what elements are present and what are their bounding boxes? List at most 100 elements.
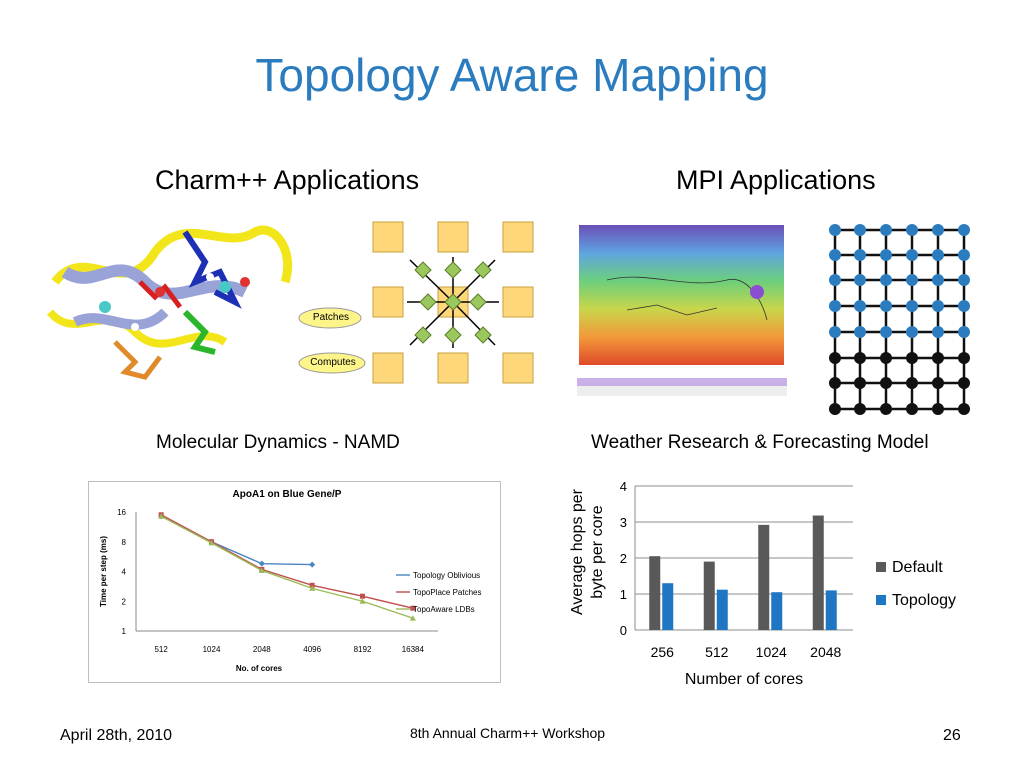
grid-node	[932, 274, 944, 286]
bar	[662, 583, 674, 630]
apoa1-line-chart: ApoA1 on Blue Gene/P 1 2 4 8 16 512 1024 2048 409…	[99, 489, 482, 673]
data-point	[360, 593, 365, 599]
footer-page-number: 26	[943, 727, 961, 744]
grid-node	[854, 377, 866, 389]
grid-node	[829, 224, 841, 236]
weather-map-image	[577, 225, 787, 396]
y-tick-label: 1	[620, 587, 627, 602]
namd-caption: Molecular Dynamics - NAMD	[156, 432, 400, 453]
x-tick-label: 16384	[402, 645, 425, 654]
data-point	[409, 615, 416, 621]
legend-label: TopoPlace Patches	[413, 588, 482, 597]
molecule-image	[46, 225, 293, 380]
y-tick-label: 4	[620, 479, 627, 494]
grid-node	[932, 377, 944, 389]
data-point	[309, 585, 316, 591]
grid-node	[854, 403, 866, 415]
bar	[649, 556, 661, 630]
apoa1-chart-frame	[88, 481, 501, 683]
bar	[812, 515, 824, 630]
grid-node	[958, 249, 970, 261]
grid-node	[854, 352, 866, 364]
grid-node	[880, 274, 892, 286]
grid-node	[880, 300, 892, 312]
grid-node	[829, 352, 841, 364]
bar	[716, 589, 728, 630]
mpi-grid-diagram	[829, 224, 970, 415]
bar	[703, 561, 715, 630]
slide-title: Topology Aware Mapping	[255, 49, 769, 101]
grid-node	[829, 249, 841, 261]
x-tick-label: 8192	[354, 645, 372, 654]
grid-node	[958, 274, 970, 286]
grid-node	[906, 326, 918, 338]
y-tick-label: 2	[122, 597, 127, 606]
grid-node	[958, 224, 970, 236]
legend-label: Topology	[892, 592, 956, 609]
grid-node	[932, 300, 944, 312]
y-tick-label: 8	[122, 538, 127, 547]
data-point	[309, 582, 315, 588]
grid-node	[906, 377, 918, 389]
legend-label: Default	[892, 559, 943, 576]
x-axis-label: Number of cores	[685, 671, 803, 688]
grid-node	[829, 274, 841, 286]
y-axis-label: Time per step (ms)	[99, 536, 108, 607]
y-tick-label: 0	[620, 623, 627, 638]
y-axis-label: Average hops per	[569, 488, 586, 615]
x-tick-label: 256	[651, 644, 675, 660]
x-tick-label: 512	[154, 645, 168, 654]
data-point	[410, 605, 416, 611]
footer-date: April 28th, 2010	[60, 727, 173, 744]
legend-label: Topology Oblivious	[413, 571, 480, 580]
series-line	[160, 515, 414, 619]
grid-node	[932, 352, 944, 364]
hops-bar-chart: 0 1 2 3 4 256 512 1024 2048 Number of cores Averag…	[569, 479, 956, 688]
grid-node	[880, 377, 892, 389]
x-tick-label: 2048	[253, 645, 271, 654]
bar	[758, 524, 770, 630]
grid-node	[958, 326, 970, 338]
grid-node	[932, 249, 944, 261]
grid-node	[829, 326, 841, 338]
grid-node	[958, 377, 970, 389]
y-axis-label: byte per core	[589, 505, 606, 598]
grid-node	[880, 224, 892, 236]
data-point	[359, 598, 366, 604]
computes-label: Computes	[310, 357, 356, 368]
grid-node	[829, 403, 841, 415]
grid-node	[932, 326, 944, 338]
wrf-caption: Weather Research & Forecasting Model	[591, 432, 929, 453]
legend-label: TopoAware LDBs	[413, 605, 475, 614]
grid-node	[958, 403, 970, 415]
series-line	[160, 514, 413, 609]
grid-node	[906, 224, 918, 236]
x-tick-label: 1024	[756, 644, 787, 660]
x-tick-label: 2048	[810, 644, 841, 660]
charm-heading: Charm++ Applications	[155, 165, 420, 195]
data-point	[309, 561, 316, 568]
legend-swatch	[876, 562, 886, 572]
grid-node	[932, 403, 944, 415]
grid-node	[906, 403, 918, 415]
y-tick-label: 16	[117, 508, 126, 517]
patch-compute-diagram	[298, 221, 534, 384]
footer-event: 8th Annual Charm++ Workshop	[410, 725, 606, 741]
grid-node	[854, 274, 866, 286]
x-tick-label: 512	[705, 644, 729, 660]
y-tick-label: 1	[122, 627, 127, 636]
grid-node	[906, 352, 918, 364]
grid-node	[854, 224, 866, 236]
data-point	[258, 567, 265, 573]
y-tick-label: 2	[620, 551, 627, 566]
grid-node	[854, 249, 866, 261]
grid-node	[932, 224, 944, 236]
y-tick-label: 3	[620, 515, 627, 530]
legend-swatch	[876, 595, 886, 605]
grid-node	[854, 326, 866, 338]
grid-node	[880, 352, 892, 364]
bar	[771, 592, 783, 630]
data-point	[158, 513, 165, 519]
x-tick-label: 1024	[203, 645, 221, 654]
grid-node	[906, 274, 918, 286]
